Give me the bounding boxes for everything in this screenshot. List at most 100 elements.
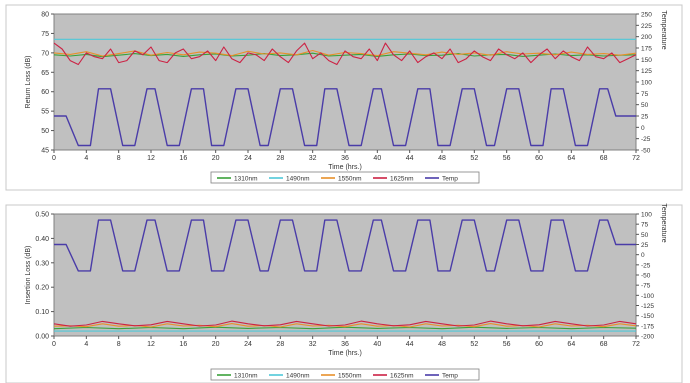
insertion-loss-y2-tick-label: 100 [641, 212, 652, 219]
insertion-loss-x-tick-label: 56 [503, 341, 511, 348]
return-loss-x-tick-label: 64 [567, 155, 575, 162]
return-loss-y2-tick-label: 75 [641, 91, 649, 98]
return-loss-y-axis-title: Return Loss (dB) [25, 56, 32, 109]
insertion-loss-series-temp [54, 219, 636, 272]
insertion-loss-legend-label: 1310nm [234, 373, 258, 380]
return-loss-x-tick-label: 40 [373, 155, 381, 162]
return-loss-x-tick-label: 68 [600, 155, 608, 162]
return-loss-y-tick-label: 70 [41, 50, 49, 57]
insertion-loss-x-tick-label: 68 [600, 341, 608, 348]
insertion-loss-plot-area [53, 213, 637, 337]
return-loss-x-tick-label: 28 [276, 155, 284, 162]
return-loss-series-temp [54, 88, 636, 147]
insertion-loss-y2-tick-label: -50 [641, 273, 651, 280]
return-loss-y2-tick-label: -50 [641, 148, 651, 155]
return-loss-y2-tick-label: 175 [641, 46, 652, 53]
return-loss-y-tick-label: 50 [41, 128, 49, 135]
return-loss-series-1550nm [53, 49, 637, 57]
return-loss-y2-tick-label: 0 [641, 125, 645, 132]
return-loss-y2-tick-label: 225 [641, 23, 652, 30]
insertion-loss-y-axis-title: Insertion Loss (dB) [25, 246, 32, 305]
insertion-loss-x-tick-label: 40 [373, 341, 381, 348]
return-loss-legend-label: 1550nm [338, 176, 362, 183]
insertion-loss-y2-tick-label: -100 [641, 293, 654, 300]
insertion-loss-x-tick-label: 24 [244, 341, 252, 348]
insertion-loss-y2-tick-label: -75 [641, 283, 651, 290]
return-loss-y-tick-label: 55 [41, 109, 49, 116]
return-loss-legend-label: Temp [442, 176, 458, 183]
return-loss-x-tick-label: 36 [341, 155, 349, 162]
insertion-loss-x-tick-label: 44 [406, 341, 414, 348]
return-loss-y2-tick-label: 125 [641, 68, 652, 75]
return-loss-x-tick-label: 16 [179, 155, 187, 162]
insertion-loss-y2-tick-label: -125 [641, 303, 654, 310]
return-loss-legend-box [210, 171, 480, 184]
insertion-loss-y2-tick-label: -25 [641, 262, 651, 269]
insertion-loss-x-tick-label: 16 [179, 341, 187, 348]
return-loss-series-1625nm [53, 42, 637, 66]
return-loss-x-tick-label: 20 [212, 155, 220, 162]
return-loss-x-tick-label: 56 [503, 155, 511, 162]
return-loss-x-tick-label: 72 [632, 155, 640, 162]
return-loss-y2-tick-label: 150 [641, 57, 652, 64]
insertion-loss-y-tick-label: 0.20 [35, 285, 49, 292]
return-loss-x-tick-label: 60 [535, 155, 543, 162]
insertion-loss-y-tick-label: 0.10 [35, 309, 49, 316]
insertion-loss-x-tick-label: 72 [632, 341, 640, 348]
insertion-loss-y2-tick-label: -175 [641, 323, 654, 330]
return-loss-y2-tick-label: 200 [641, 34, 652, 41]
return-loss-legend-label: 1625nm [390, 176, 414, 183]
return-loss-legend-label: 1310nm [234, 176, 258, 183]
return-loss-y2-tick-label: 100 [641, 80, 652, 87]
return-loss-x-tick-label: 32 [309, 155, 317, 162]
return-loss-y-tick-label: 45 [41, 148, 49, 155]
return-loss-x-tick-label: 8 [117, 155, 121, 162]
insertion-loss-x-tick-label: 36 [341, 341, 349, 348]
return-loss-y-tick-label: 60 [41, 89, 49, 96]
insertion-loss-x-tick-label: 12 [147, 341, 155, 348]
insertion-loss-x-axis-title: Time (hrs.) [328, 350, 362, 357]
insertion-loss-y-tick-label: 0.00 [35, 334, 49, 341]
insertion-loss-legend-label: 1490nm [286, 373, 310, 380]
return-loss-y2-tick-label: 25 [641, 114, 649, 121]
insertion-loss-x-tick-label: 28 [276, 341, 284, 348]
insertion-loss-y2-tick-label: 50 [641, 232, 649, 239]
insertion-loss-x-tick-label: 4 [84, 341, 88, 348]
insertion-loss-x-tick-label: 20 [212, 341, 220, 348]
insertion-loss-y-tick-label: 0.40 [35, 236, 49, 243]
return-loss-legend-label: 1490nm [286, 176, 310, 183]
insertion-loss-x-tick-label: 48 [438, 341, 446, 348]
insertion-loss-legend-label: 1550nm [338, 373, 362, 380]
return-loss-x-tick-label: 48 [438, 155, 446, 162]
return-loss-y-tick-label: 80 [41, 12, 49, 19]
return-loss-x-axis-title: Time (hrs.) [328, 164, 362, 171]
insertion-loss-x-tick-label: 0 [52, 341, 56, 348]
return-loss-x-tick-label: 4 [84, 155, 88, 162]
insertion-loss-y2-tick-label: -200 [641, 334, 654, 341]
return-loss-x-tick-label: 44 [406, 155, 414, 162]
return-loss-x-tick-label: 24 [244, 155, 252, 162]
insertion-loss-legend-label: 1625nm [390, 373, 414, 380]
insertion-loss-series-1625nm [53, 320, 637, 327]
return-loss-y-tick-label: 65 [41, 70, 49, 77]
insertion-loss-x-tick-label: 52 [470, 341, 478, 348]
insertion-loss-x-tick-label: 64 [567, 341, 575, 348]
insertion-loss-y2-tick-label: -150 [641, 313, 654, 320]
insertion-loss-y2-axis-title: Temperature [660, 203, 667, 242]
insertion-loss-y2-tick-label: 25 [641, 242, 649, 249]
return-loss-y2-tick-label: 50 [641, 102, 649, 109]
insertion-loss-legend-label: Temp [442, 373, 458, 380]
return-loss-x-tick-label: 12 [147, 155, 155, 162]
return-loss-x-tick-label: 52 [470, 155, 478, 162]
return-loss-y-tick-label: 75 [41, 31, 49, 38]
insertion-loss-legend-box [210, 368, 480, 381]
insertion-loss-y2-tick-label: 0 [641, 252, 645, 259]
insertion-loss-x-tick-label: 32 [309, 341, 317, 348]
insertion-loss-y-tick-label: 0.50 [35, 212, 49, 219]
return-loss-y2-tick-label: -25 [641, 136, 651, 143]
insertion-loss-series-1550nm [53, 323, 637, 328]
insertion-loss-x-tick-label: 8 [117, 341, 121, 348]
return-loss-x-tick-label: 0 [52, 155, 56, 162]
